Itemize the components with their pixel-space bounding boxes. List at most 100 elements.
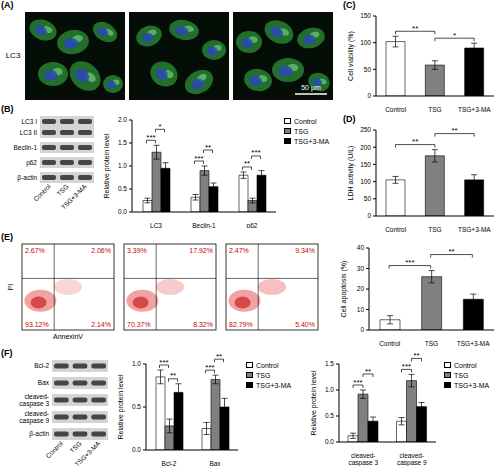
svg-text:Control: Control	[385, 226, 407, 232]
svg-text:70.37%: 70.37%	[127, 321, 151, 328]
svg-text:TSG: TSG	[55, 183, 69, 197]
svg-text:Bcl-2: Bcl-2	[162, 460, 177, 466]
svg-text:5.40%: 5.40%	[295, 321, 315, 328]
svg-text:TSG+3-MA: TSG+3-MA	[60, 182, 89, 211]
svg-text:20: 20	[357, 285, 365, 292]
svg-text:Relative protein level: Relative protein level	[117, 374, 125, 439]
svg-text:1.0: 1.0	[118, 162, 127, 169]
svg-text:250: 250	[360, 126, 371, 133]
svg-text:40: 40	[357, 244, 365, 251]
svg-text:cleaved-caspase 3: cleaved-caspase 3	[348, 452, 378, 466]
svg-text:1.5: 1.5	[118, 139, 127, 146]
svg-text:***: ***	[402, 362, 411, 371]
svg-text:*: *	[453, 31, 456, 40]
svg-text:3.39%: 3.39%	[127, 247, 147, 254]
svg-text:TSG+3-MA: TSG+3-MA	[458, 106, 491, 112]
svg-text:TSG: TSG	[68, 440, 82, 454]
svg-text:TSG+3-MA: TSG+3-MA	[458, 226, 491, 232]
svg-text:2.06%: 2.06%	[91, 247, 111, 254]
svg-text:***: ***	[205, 363, 214, 372]
svg-text:Relative protein level: Relative protein level	[103, 133, 111, 198]
svg-text:TSG: TSG	[428, 106, 441, 112]
svg-text:LC3: LC3	[150, 222, 162, 228]
svg-text:0: 0	[367, 92, 371, 99]
svg-text:**: **	[216, 352, 222, 361]
svg-text:***: ***	[405, 258, 414, 267]
svg-text:50 μm: 50 μm	[301, 84, 321, 92]
svg-text:TSG: TSG	[425, 340, 438, 346]
svg-text:**: **	[412, 137, 418, 146]
svg-text:cleaved-caspase 3: cleaved-caspase 3	[19, 393, 49, 408]
svg-text:β-actin: β-actin	[17, 174, 37, 182]
svg-text:Bax: Bax	[209, 460, 221, 466]
svg-text:1.5: 1.5	[325, 360, 334, 367]
svg-text:TSG+3-MA: TSG+3-MA	[73, 439, 102, 466]
svg-text:***: ***	[353, 378, 362, 387]
svg-text:Control: Control	[44, 439, 64, 459]
svg-text:***: ***	[194, 154, 203, 163]
svg-text:**: **	[412, 24, 418, 33]
svg-text:TSG: TSG	[428, 226, 441, 232]
svg-text:***: ***	[146, 133, 155, 142]
svg-text:8.32%: 8.32%	[193, 321, 213, 328]
svg-text:0.0: 0.0	[325, 438, 334, 445]
svg-text:9.34%: 9.34%	[295, 247, 315, 254]
svg-text:*: *	[158, 122, 161, 131]
svg-text:p62: p62	[26, 159, 37, 167]
svg-text:17.92%: 17.92%	[189, 247, 213, 254]
svg-text:***: ***	[251, 148, 260, 157]
svg-text:2.0: 2.0	[118, 116, 127, 123]
svg-text:1.0: 1.0	[325, 386, 334, 393]
svg-text:AnnexinV: AnnexinV	[53, 333, 83, 340]
svg-text:Bax: Bax	[38, 379, 50, 386]
svg-text:150: 150	[360, 12, 371, 19]
svg-text:50: 50	[364, 66, 372, 73]
svg-text:p62: p62	[247, 222, 258, 228]
svg-text:0: 0	[367, 212, 371, 219]
svg-text:Control: Control	[385, 106, 407, 112]
svg-text:**: **	[451, 126, 457, 135]
svg-text:LC3 II: LC3 II	[20, 129, 38, 136]
svg-text:1.0: 1.0	[132, 360, 141, 367]
svg-text:30: 30	[357, 265, 365, 272]
svg-text:**: **	[244, 159, 250, 168]
svg-text:LC3: LC3	[8, 51, 21, 60]
svg-text:Control: Control	[32, 182, 52, 202]
svg-text:82.79%: 82.79%	[229, 321, 253, 328]
svg-text:200: 200	[360, 144, 371, 151]
svg-text:**: **	[413, 351, 419, 360]
svg-text:Beclin-1: Beclin-1	[14, 144, 38, 151]
svg-text:100: 100	[360, 39, 371, 46]
svg-text:Beclin-1: Beclin-1	[192, 222, 216, 228]
svg-text:**: **	[170, 371, 176, 380]
svg-text:93.12%: 93.12%	[25, 321, 49, 328]
svg-text:PI: PI	[8, 284, 14, 291]
svg-text:β-actin: β-actin	[29, 430, 49, 438]
svg-text:**: **	[448, 247, 454, 256]
svg-text:2.47%: 2.47%	[229, 247, 249, 254]
svg-text:**: **	[365, 367, 371, 376]
svg-text:Cell apoptosis (%): Cell apoptosis (%)	[340, 261, 348, 318]
svg-text:50: 50	[364, 195, 372, 202]
svg-text:0.0: 0.0	[132, 446, 141, 453]
svg-text:0: 0	[360, 326, 364, 333]
svg-text:LDH activity (U/L): LDH activity (U/L)	[347, 146, 355, 201]
svg-text:Relative protein level: Relative protein level	[310, 370, 318, 435]
svg-text:150: 150	[360, 161, 371, 168]
svg-text:0.0: 0.0	[118, 208, 127, 215]
svg-text:100: 100	[360, 178, 371, 185]
svg-text:LC3 I: LC3 I	[21, 118, 37, 125]
svg-text:cleaved-caspase 9: cleaved-caspase 9	[19, 410, 49, 425]
svg-text:***: ***	[159, 358, 168, 367]
svg-text:2.14%: 2.14%	[91, 321, 111, 328]
svg-text:2.67%: 2.67%	[25, 247, 45, 254]
svg-text:**: **	[205, 143, 211, 152]
svg-text:0.5: 0.5	[325, 412, 334, 419]
svg-text:Bcl-2: Bcl-2	[34, 362, 49, 369]
svg-text:TSG+3-MA: TSG+3-MA	[457, 340, 490, 346]
svg-text:cleaved-caspase 9: cleaved-caspase 9	[397, 452, 427, 466]
svg-text:10: 10	[357, 306, 365, 313]
svg-text:Control: Control	[379, 340, 401, 346]
svg-text:0.5: 0.5	[118, 185, 127, 192]
svg-text:0.5: 0.5	[132, 403, 141, 410]
